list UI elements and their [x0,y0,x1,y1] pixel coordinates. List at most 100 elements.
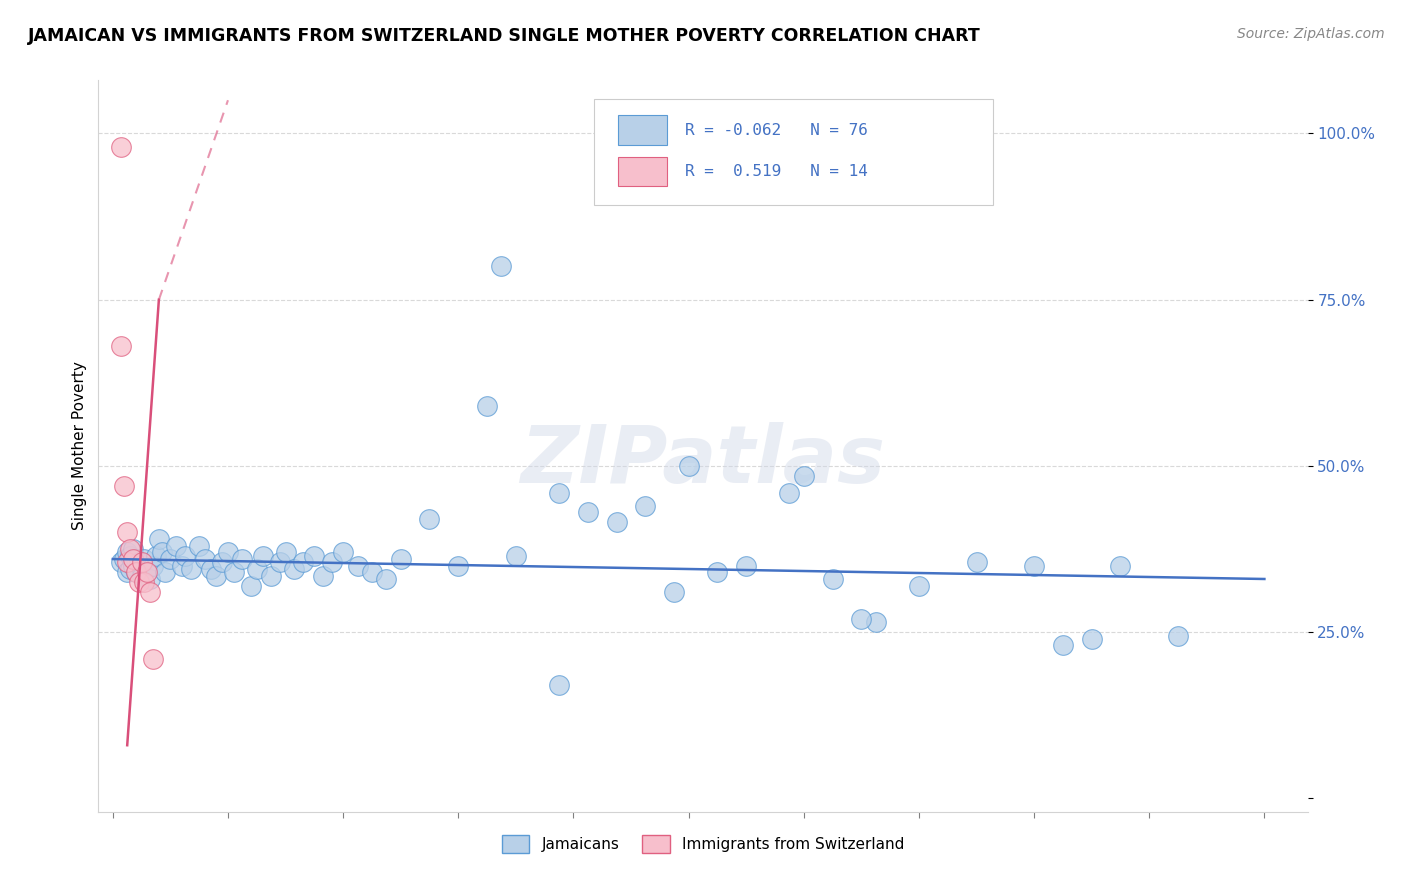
Text: ZIPatlas: ZIPatlas [520,422,886,500]
Point [304,549,326,563]
Point [548,678,571,692]
Point [332,545,354,559]
Text: R =  0.519   N = 14: R = 0.519 N = 14 [685,164,868,179]
Point [122,558,145,573]
Point [142,652,165,666]
Point [131,562,153,576]
Point [173,549,195,563]
Bar [619,115,666,145]
Point [115,555,138,569]
Point [115,545,138,559]
Point [222,566,245,580]
Point [576,506,599,520]
Point [634,499,657,513]
Point [159,552,181,566]
Point [283,562,305,576]
Point [418,512,440,526]
Point [110,555,132,569]
Point [231,552,253,566]
Point [142,558,165,573]
Point [706,566,728,580]
Point [165,539,187,553]
Point [908,579,931,593]
Point [180,562,202,576]
Point [110,339,132,353]
Point [865,615,887,630]
Point [269,555,291,569]
Point [491,260,513,274]
Point [735,558,758,573]
FancyBboxPatch shape [595,99,993,204]
Point [125,566,148,580]
Point [240,579,263,593]
Point [1022,558,1045,573]
Point [375,572,398,586]
Point [115,525,138,540]
Point [274,545,297,559]
Point [312,568,335,582]
Point [966,555,988,569]
Point [793,469,815,483]
Point [260,568,283,582]
Point [112,552,135,566]
Text: R = -0.062   N = 76: R = -0.062 N = 76 [685,122,868,137]
Point [778,485,800,500]
Point [120,542,142,557]
Point [851,612,873,626]
Point [128,555,150,569]
Point [447,558,470,573]
Point [361,566,384,580]
Point [1052,639,1074,653]
Text: Source: ZipAtlas.com: Source: ZipAtlas.com [1237,27,1385,41]
Point [148,532,170,546]
Point [120,549,142,563]
Point [110,140,132,154]
Point [205,568,228,582]
Point [128,575,150,590]
Point [134,575,156,590]
Point [291,555,314,569]
Point [188,539,211,553]
Point [120,562,142,576]
Point [346,558,368,573]
Point [170,558,193,573]
Point [1080,632,1102,646]
Point [153,566,176,580]
Text: JAMAICAN VS IMMIGRANTS FROM SWITZERLAND SINGLE MOTHER POVERTY CORRELATION CHART: JAMAICAN VS IMMIGRANTS FROM SWITZERLAND … [28,27,981,45]
Point [1109,558,1132,573]
Point [134,552,156,566]
Point [664,585,686,599]
Point [505,549,527,563]
Point [606,516,628,530]
Point [115,566,138,580]
Point [678,458,700,473]
Point [131,568,153,582]
Point [321,555,343,569]
Point [136,566,159,580]
Point [136,566,159,580]
Point [139,572,162,586]
Point [211,555,233,569]
Point [131,555,153,569]
Point [139,585,162,599]
Point [548,485,571,500]
Point [475,399,498,413]
Point [389,552,412,566]
Y-axis label: Single Mother Poverty: Single Mother Poverty [72,361,87,531]
Point [1167,628,1189,642]
Point [125,566,148,580]
Point [246,562,269,576]
Bar [619,157,666,186]
Point [145,549,167,563]
Point [150,545,173,559]
Point [125,552,148,566]
Point [252,549,274,563]
Point [217,545,239,559]
Point [194,552,217,566]
Point [122,552,145,566]
Point [122,542,145,557]
Legend: Jamaicans, Immigrants from Switzerland: Jamaicans, Immigrants from Switzerland [495,829,911,859]
Point [112,479,135,493]
Point [200,562,222,576]
Point [821,572,844,586]
